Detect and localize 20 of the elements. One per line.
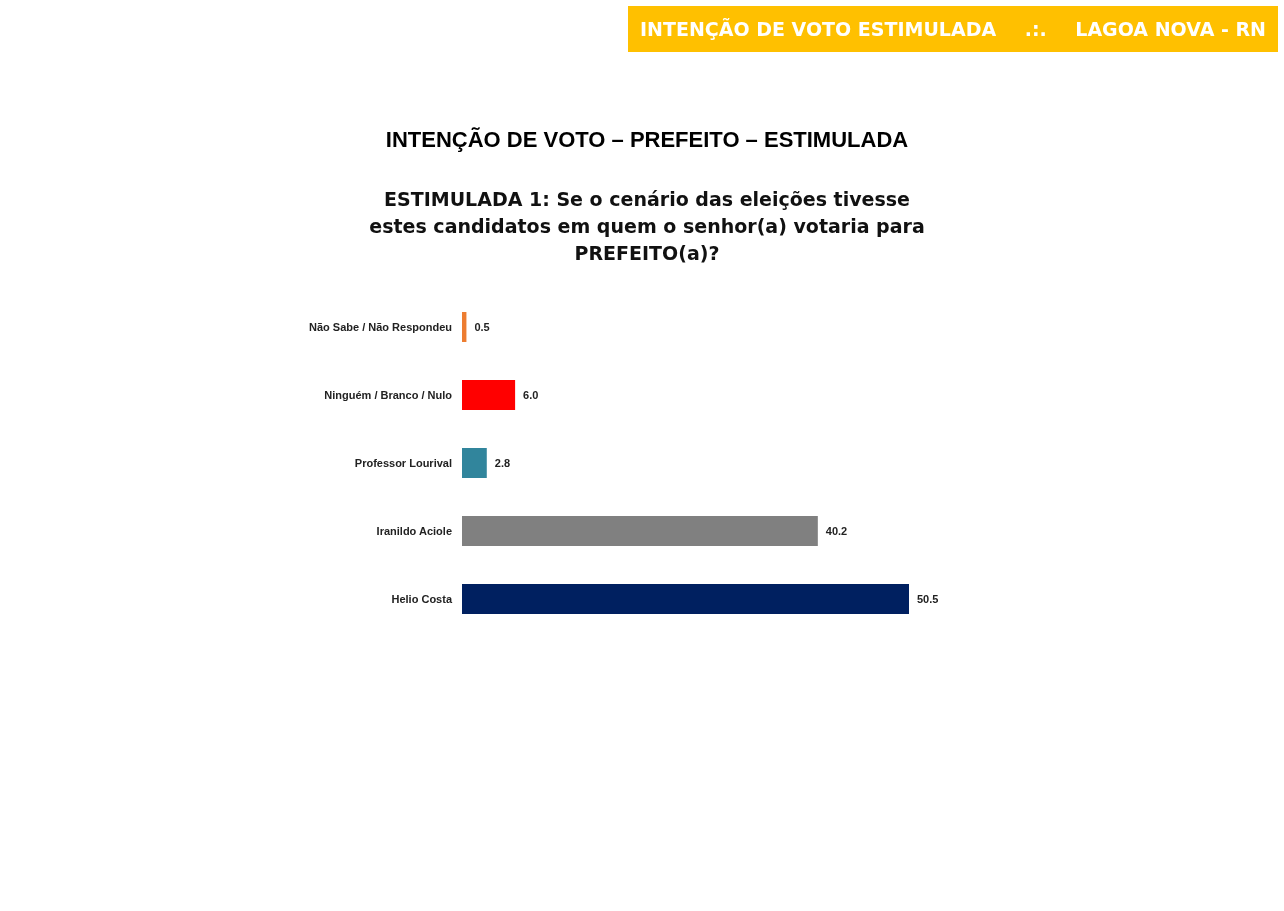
- text: LAGOA NOVA - RN: [1075, 18, 1266, 40]
- bar: [462, 516, 818, 546]
- data-label: 40.2: [825, 525, 848, 537]
- bar: [462, 584, 909, 614]
- y-tick-label: Helio Costa: [391, 593, 453, 605]
- y-tick-label: Não Sabe / Não Respondeu: [308, 321, 452, 333]
- data-label: 0.5: [474, 321, 490, 333]
- y-tick-label: Professor Lourival: [354, 457, 452, 469]
- data-label: 50.5: [917, 593, 939, 605]
- chart-title: INTENÇÃO DE VOTO – PREFEITO – ESTIMULADA: [384, 127, 910, 153]
- y-tick-label: Iranildo Aciole: [376, 525, 452, 537]
- text: .:.: [1024, 18, 1047, 40]
- bar: [462, 448, 487, 478]
- text: INTENÇÃO DE VOTO ESTIMULADA: [640, 18, 997, 40]
- data-label: 6.0: [523, 389, 539, 401]
- bar: [462, 312, 467, 342]
- chart-subtitle: ESTIMULADA 1: Se o cenário das eleições tivesse estes candidatos em quem o senhor(a) votaria para PREFEITO(a)?: [368, 187, 926, 266]
- bar: [462, 380, 516, 410]
- y-tick-label: Ninguém / Branco / Nulo: [324, 389, 453, 401]
- data-label: 2.8: [494, 457, 511, 469]
